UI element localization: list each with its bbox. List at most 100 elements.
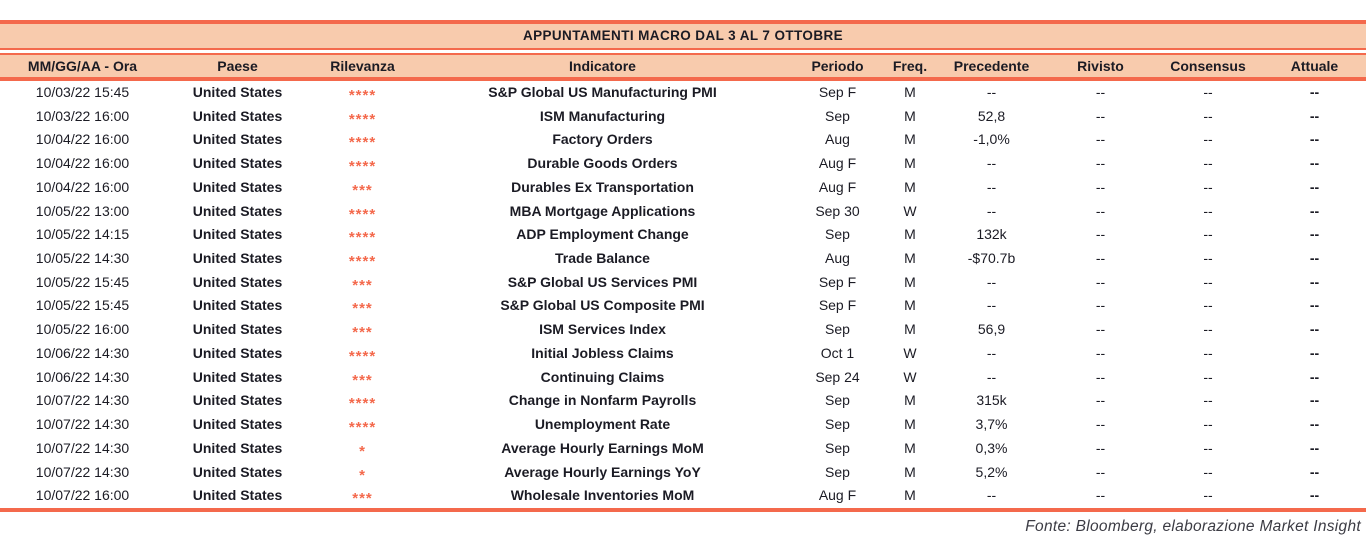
cell-previous: 52,8 xyxy=(977,107,1006,124)
cell-country: United States xyxy=(192,487,283,504)
cell-period: Aug F xyxy=(818,487,857,504)
table-row: 10/05/22 14:30 United States **** Trade … xyxy=(0,247,1366,271)
cell-actual: -- xyxy=(1309,131,1320,148)
cell-consensus: -- xyxy=(1203,487,1213,504)
cell-revised: -- xyxy=(1095,202,1106,219)
cell-revised: -- xyxy=(1095,84,1106,100)
cell-indicator: Average Hourly Earnings MoM xyxy=(501,439,704,456)
cell-actual: -- xyxy=(1309,344,1320,361)
cell-period: Sep 30 xyxy=(815,202,860,219)
cell-freq: M xyxy=(904,416,916,433)
cell-country: United States xyxy=(192,297,283,314)
cell-actual: -- xyxy=(1309,321,1320,338)
relevance-stars: *** xyxy=(352,276,373,294)
cell-country: United States xyxy=(192,250,283,267)
relevance-stars: * xyxy=(359,442,366,460)
cell-consensus: -- xyxy=(1203,273,1213,290)
cell-previous: -- xyxy=(986,344,997,361)
cell-previous: -- xyxy=(986,368,997,385)
cell-freq: M xyxy=(904,226,916,243)
cell-period: Aug xyxy=(825,131,850,148)
cell-datetime: 10/05/22 14:30 xyxy=(35,250,130,267)
cell-period: Sep xyxy=(825,392,850,409)
cell-freq: M xyxy=(904,250,916,267)
column-header-freq: Freq. xyxy=(892,58,928,74)
cell-revised: -- xyxy=(1095,392,1106,409)
cell-indicator: S&P Global US Services PMI xyxy=(507,273,698,290)
cell-actual: -- xyxy=(1309,202,1320,219)
cell-revised: -- xyxy=(1095,155,1106,172)
column-header-actual: Attuale xyxy=(1290,58,1339,74)
cell-revised: -- xyxy=(1095,344,1106,361)
cell-country: United States xyxy=(192,392,283,409)
cell-previous: -$70.7b xyxy=(967,250,1016,267)
cell-country: United States xyxy=(192,416,283,433)
cell-previous: 3,7% xyxy=(975,416,1008,433)
table-row: 10/07/22 16:00 United States *** Wholesa… xyxy=(0,484,1366,508)
relevance-stars: **** xyxy=(348,229,377,247)
source-note: Fonte: Bloomberg, elaborazione Market In… xyxy=(1025,517,1361,535)
macro-calendar-table: APPUNTAMENTI MACRO DAL 3 AL 7 OTTOBRE MM… xyxy=(0,20,1366,542)
cell-freq: M xyxy=(904,439,916,456)
cell-datetime: 10/07/22 16:00 xyxy=(35,487,130,504)
cell-indicator: ISM Manufacturing xyxy=(539,107,666,124)
cell-period: Aug F xyxy=(818,178,857,195)
cell-indicator: ADP Employment Change xyxy=(516,226,689,243)
cell-country: United States xyxy=(192,155,283,172)
cell-previous: 132k xyxy=(976,226,1007,243)
cell-previous: 315k xyxy=(976,392,1007,409)
cell-consensus: -- xyxy=(1203,131,1213,148)
cell-datetime: 10/07/22 14:30 xyxy=(35,416,130,433)
relevance-stars: **** xyxy=(348,419,377,437)
cell-period: Aug xyxy=(825,250,850,267)
cell-revised: -- xyxy=(1095,416,1106,433)
cell-indicator: Average Hourly Earnings YoY xyxy=(504,463,701,480)
table-row: 10/05/22 14:15 United States **** ADP Em… xyxy=(0,223,1366,247)
cell-consensus: -- xyxy=(1203,439,1213,456)
cell-country: United States xyxy=(192,226,283,243)
cell-revised: -- xyxy=(1095,131,1106,148)
cell-datetime: 10/07/22 14:30 xyxy=(35,463,130,480)
cell-freq: M xyxy=(904,155,916,172)
cell-indicator: S&P Global US Manufacturing PMI xyxy=(488,84,717,100)
cell-country: United States xyxy=(192,84,283,100)
cell-freq: M xyxy=(904,178,916,195)
cell-actual: -- xyxy=(1309,273,1320,290)
cell-consensus: -- xyxy=(1203,202,1213,219)
cell-consensus: -- xyxy=(1203,250,1213,267)
cell-datetime: 10/05/22 15:45 xyxy=(35,297,130,314)
cell-datetime: 10/03/22 16:00 xyxy=(35,107,130,124)
table-row: 10/07/22 14:30 United States * Average H… xyxy=(0,437,1366,461)
relevance-stars: **** xyxy=(348,395,377,413)
relevance-stars: *** xyxy=(352,490,373,508)
column-header-previous: Precedente xyxy=(953,58,1030,74)
cell-consensus: -- xyxy=(1203,84,1213,100)
table-row: 10/03/22 15:45 United States **** S&P Gl… xyxy=(0,81,1366,105)
cell-previous: -1,0% xyxy=(973,131,1010,148)
relevance-stars: **** xyxy=(348,110,377,128)
cell-revised: -- xyxy=(1095,439,1106,456)
cell-indicator: Factory Orders xyxy=(552,131,653,148)
cell-revised: -- xyxy=(1095,463,1106,480)
cell-actual: -- xyxy=(1309,155,1320,172)
relevance-stars: * xyxy=(359,466,366,484)
cell-country: United States xyxy=(192,463,283,480)
table-row: 10/07/22 14:30 United States * Average H… xyxy=(0,461,1366,485)
cell-indicator: Durables Ex Transportation xyxy=(511,178,694,195)
relevance-stars: *** xyxy=(352,324,373,342)
relevance-stars: *** xyxy=(352,371,373,389)
relevance-stars: *** xyxy=(352,300,373,318)
cell-freq: M xyxy=(904,463,916,480)
table-row: 10/07/22 14:30 United States **** Unempl… xyxy=(0,413,1366,437)
cell-indicator: MBA Mortgage Applications xyxy=(509,202,696,219)
cell-actual: -- xyxy=(1309,297,1320,314)
cell-period: Sep F xyxy=(818,297,857,314)
relevance-stars: **** xyxy=(348,253,377,271)
cell-actual: -- xyxy=(1309,439,1320,456)
cell-period: Sep xyxy=(825,439,850,456)
cell-freq: M xyxy=(904,107,916,124)
cell-actual: -- xyxy=(1309,107,1320,124)
cell-indicator: S&P Global US Composite PMI xyxy=(500,297,705,314)
cell-consensus: -- xyxy=(1203,297,1213,314)
cell-actual: -- xyxy=(1309,250,1320,267)
